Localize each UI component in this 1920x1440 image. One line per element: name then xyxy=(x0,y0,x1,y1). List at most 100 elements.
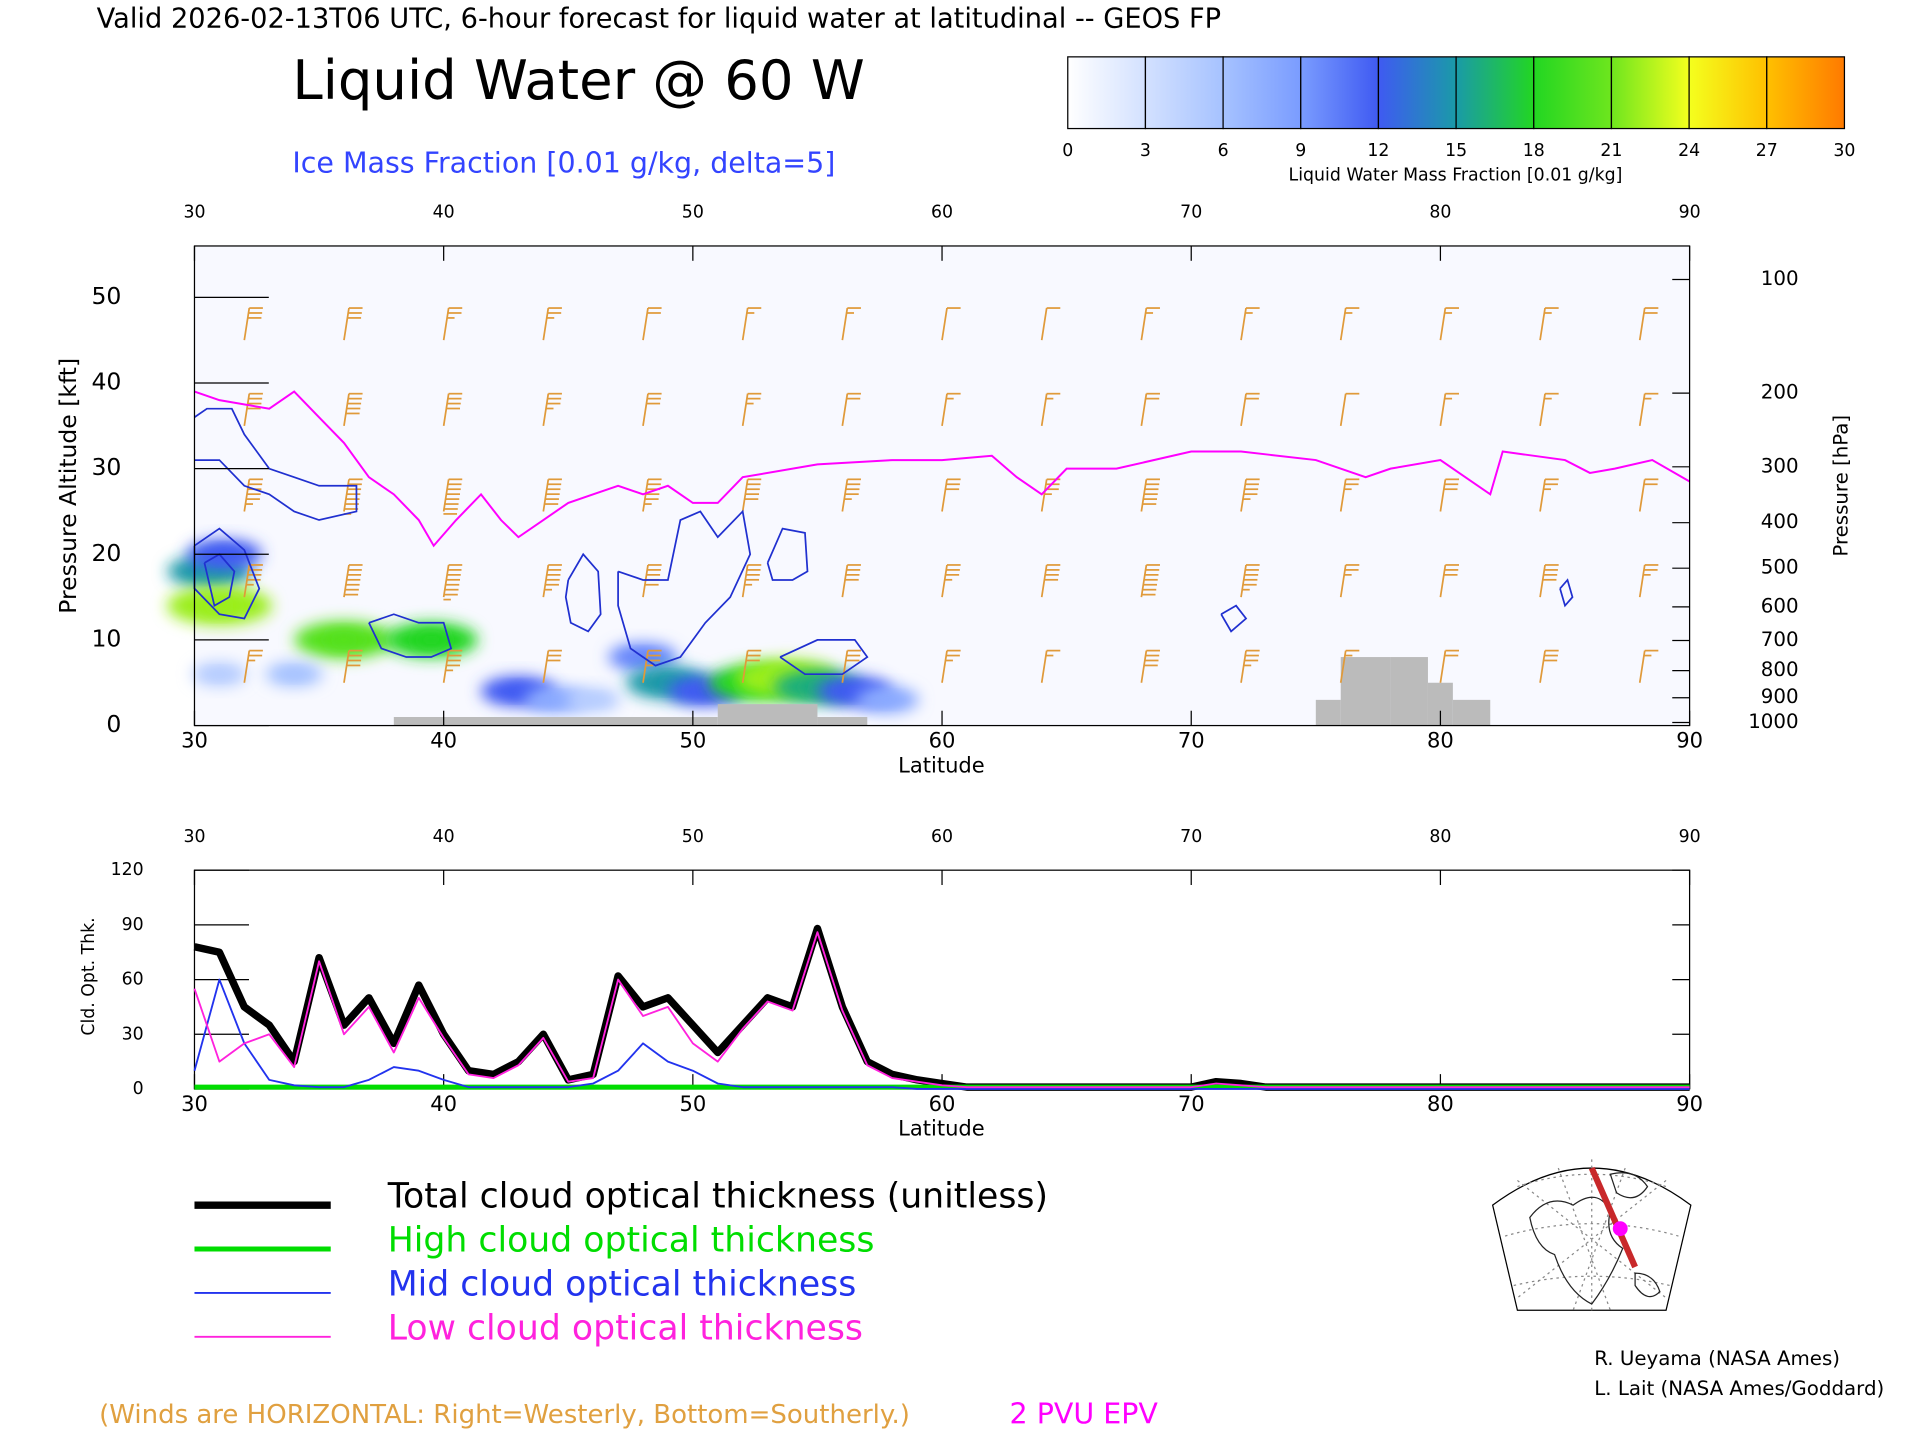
wind-barb xyxy=(642,392,662,426)
y-tick-label: 30 xyxy=(122,1024,144,1044)
colorbar-tick-label: 30 xyxy=(1833,141,1855,161)
wind-barb xyxy=(1638,307,1659,341)
ice-contour xyxy=(203,553,236,607)
colorbar-segment xyxy=(1222,56,1302,130)
barb-staff xyxy=(343,307,350,341)
y2-tick-label: 800 xyxy=(1761,658,1799,681)
x-tick-label-top: 30 xyxy=(183,827,205,847)
colorbar-segment xyxy=(1067,56,1147,130)
barb-staff xyxy=(542,479,550,512)
y-tick-label: 0 xyxy=(106,710,121,738)
barb-staff xyxy=(1339,479,1347,512)
liquid-water-core xyxy=(283,668,306,680)
wind-barb xyxy=(1539,564,1559,598)
wind-barb xyxy=(841,564,861,598)
barb-staff xyxy=(941,307,948,341)
wind-barb xyxy=(1040,392,1061,426)
wind-barb xyxy=(442,307,463,341)
barb-staff xyxy=(343,650,350,683)
wind-barb xyxy=(243,392,263,426)
y-tick-label: 60 xyxy=(122,970,144,990)
wind-barb xyxy=(1339,392,1360,426)
locator-map xyxy=(1491,1159,1692,1311)
barb-staff xyxy=(1439,564,1447,598)
wind-barb xyxy=(343,307,363,341)
barb-staff xyxy=(1240,564,1247,598)
x-tick-label-top: 80 xyxy=(1429,827,1451,847)
y-tick-label: 90 xyxy=(122,915,144,935)
wind-barb xyxy=(1339,649,1360,683)
y-tick-label: 10 xyxy=(91,624,121,652)
ice-contour xyxy=(193,407,358,521)
barb-staff xyxy=(1439,307,1447,341)
barb-staff xyxy=(1040,564,1048,598)
wind-barb xyxy=(1040,649,1061,683)
y2-tick-label: 600 xyxy=(1761,594,1799,617)
barb-staff xyxy=(741,564,749,598)
wind-barb xyxy=(941,392,961,426)
x-axis-label: Latitude xyxy=(898,752,985,777)
wind-barb xyxy=(642,649,662,683)
barb-staff xyxy=(741,650,749,683)
colorbar-tick-label: 18 xyxy=(1523,141,1545,161)
barb-staff xyxy=(1539,564,1546,598)
wind-barb xyxy=(542,649,562,683)
wind-barb xyxy=(1439,478,1459,512)
barb-staff xyxy=(1339,564,1347,598)
colorbar-tick-label: 24 xyxy=(1678,141,1700,161)
wind-barb xyxy=(1240,392,1260,426)
liquid-water-core xyxy=(208,669,230,680)
wind-barb xyxy=(1339,307,1360,341)
barb-staff xyxy=(941,650,948,683)
x-tick-label-top: 50 xyxy=(682,203,704,223)
colorbar-label: Liquid Water Mass Fraction [0.01 g/kg] xyxy=(1289,166,1623,186)
x-tick-label-top: 40 xyxy=(433,203,455,223)
wind-barb xyxy=(1539,649,1559,683)
colorbar-tick-label: 27 xyxy=(1756,141,1778,161)
x-tick-label: 60 xyxy=(929,728,956,753)
y2-tick-label: 100 xyxy=(1761,267,1799,290)
barb-staff xyxy=(1240,393,1247,426)
wind-barb xyxy=(1539,307,1559,341)
series-line xyxy=(193,931,1690,1089)
wind-barb xyxy=(243,564,263,598)
wind-barb xyxy=(1439,392,1459,426)
barb-staff xyxy=(841,650,849,683)
x-tick-label-top: 90 xyxy=(1679,827,1701,847)
barb-staff xyxy=(941,564,948,598)
barb-staff xyxy=(1140,307,1148,341)
x-tick-label: 80 xyxy=(1427,728,1454,753)
wind-barb xyxy=(442,649,463,683)
wind-barb xyxy=(1040,564,1061,598)
wind-barb xyxy=(642,307,662,341)
x-tick-label: 40 xyxy=(430,1091,457,1116)
barb-staff xyxy=(343,393,350,426)
terrain xyxy=(1452,699,1491,726)
y-tick-label: 20 xyxy=(91,539,121,567)
barb-staff xyxy=(1240,650,1247,683)
colorbar-tick-label: 15 xyxy=(1445,141,1467,161)
liquid-water-core xyxy=(543,694,569,706)
wind-barb xyxy=(1638,564,1659,598)
x-axis-label: Latitude xyxy=(898,1116,985,1141)
colorbar-segment xyxy=(1377,56,1457,130)
barb-staff xyxy=(343,479,350,512)
barb-staff xyxy=(1339,307,1347,341)
colorbar-tick-label: 9 xyxy=(1295,141,1306,161)
wind-barb xyxy=(1539,478,1559,512)
liquid-water-core xyxy=(874,694,900,706)
barb-staff xyxy=(1539,307,1546,341)
colorbar-segment xyxy=(1144,56,1224,130)
wind-barb xyxy=(542,564,562,598)
barb-staff xyxy=(243,307,251,341)
wind-barb xyxy=(542,478,562,512)
colorbar-segment xyxy=(1455,56,1535,130)
barb-staff xyxy=(243,564,251,598)
liquid-water-core xyxy=(324,631,364,649)
wind-barb xyxy=(741,564,762,598)
x-tick-label: 80 xyxy=(1427,1091,1454,1116)
colorbar-tick-label: 6 xyxy=(1218,141,1229,161)
liquid-water-core xyxy=(412,631,450,649)
plot-frame xyxy=(193,869,1691,1090)
x-tick-label: 70 xyxy=(1178,728,1205,753)
